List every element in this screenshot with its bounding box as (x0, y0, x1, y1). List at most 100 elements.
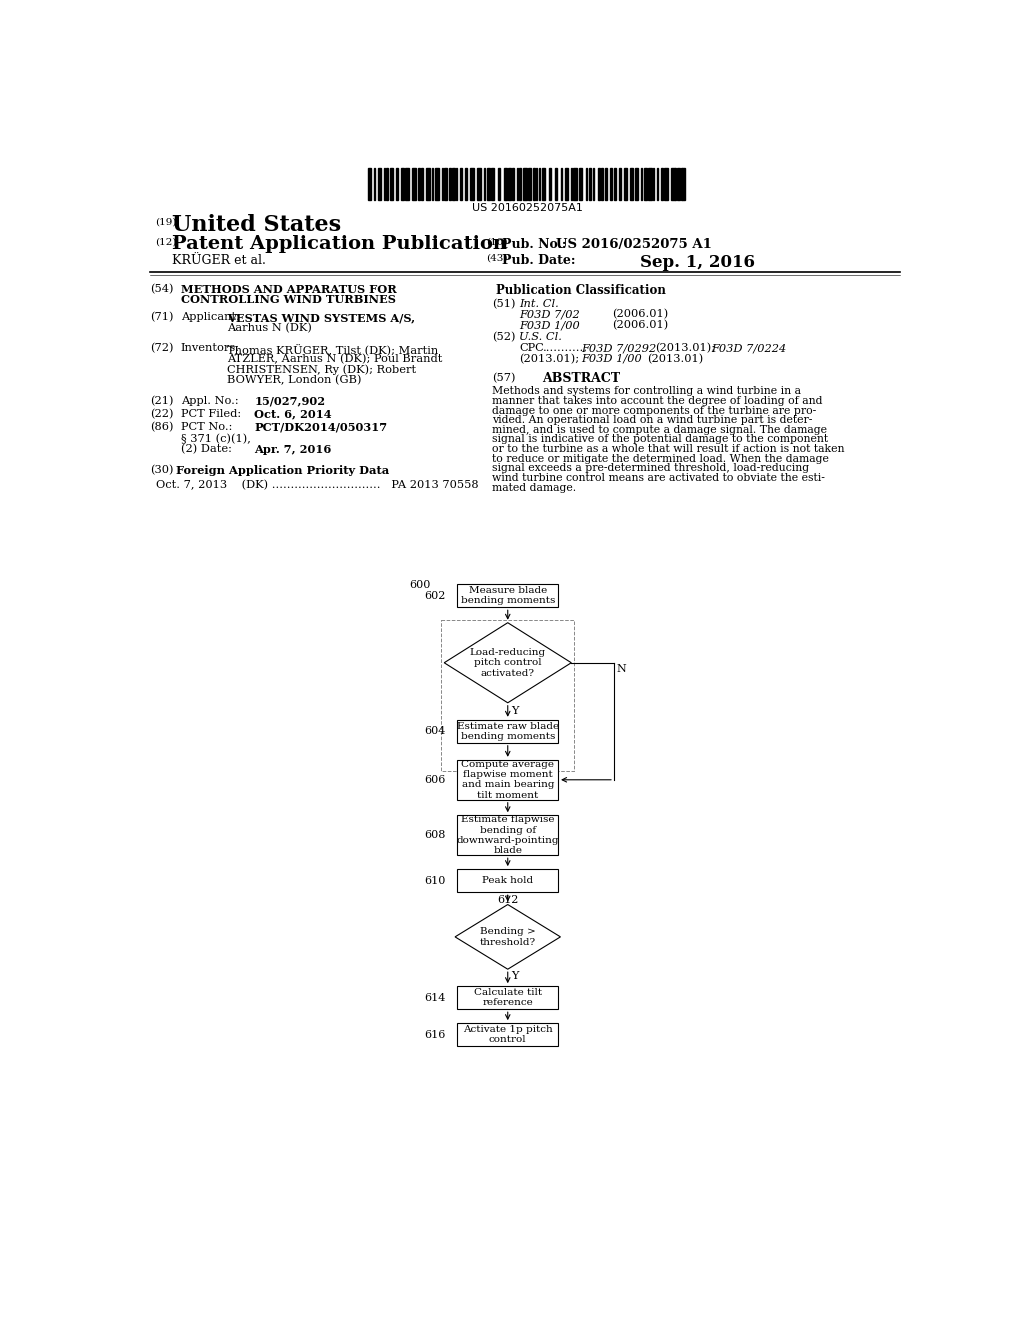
Bar (624, 168, 627, 199)
Text: Methods and systems for controlling a wind turbine in a: Methods and systems for controlling a wi… (493, 387, 801, 396)
Bar (610, 168, 612, 199)
Bar (400, 168, 404, 199)
Bar (664, 168, 668, 199)
FancyBboxPatch shape (458, 719, 558, 743)
Bar (527, 168, 531, 199)
FancyBboxPatch shape (458, 1023, 558, 1047)
Text: VESTAS WIND SYSTEMS A/S,: VESTAS WIND SYSTEMS A/S, (227, 313, 416, 323)
Text: (10): (10) (486, 238, 508, 247)
Bar (589, 168, 591, 199)
Text: Aarhus N (DK): Aarhus N (DK) (227, 323, 312, 333)
Text: F03D 1/00: F03D 1/00 (582, 354, 642, 364)
Text: damage to one or more components of the turbine are pro-: damage to one or more components of the … (493, 405, 816, 416)
Bar (586, 168, 588, 199)
Text: Estimate flapwise
bending of
downward-pointing
blade: Estimate flapwise bending of downward-po… (457, 816, 559, 855)
Text: (72): (72) (150, 343, 173, 354)
Text: 600: 600 (410, 581, 431, 590)
Bar (390, 168, 393, 199)
Bar (369, 168, 371, 199)
Text: (12): (12) (155, 238, 176, 247)
Text: 15/027,902: 15/027,902 (254, 396, 326, 407)
Bar (549, 168, 551, 199)
Text: Publication Classification: Publication Classification (497, 284, 667, 297)
Bar (598, 168, 600, 199)
Text: (54): (54) (150, 284, 173, 294)
Bar (677, 168, 680, 199)
Text: 604: 604 (424, 726, 445, 737)
Text: Thomas KRÜGER, Tilst (DK); Martin: Thomas KRÜGER, Tilst (DK); Martin (227, 343, 438, 355)
FancyBboxPatch shape (458, 585, 558, 607)
Text: (22): (22) (150, 409, 173, 418)
Text: (71): (71) (150, 313, 173, 322)
Text: ABSTRACT: ABSTRACT (543, 372, 621, 385)
Text: (19): (19) (155, 218, 176, 227)
Text: CPC: CPC (519, 343, 544, 354)
Text: Sep. 1, 2016: Sep. 1, 2016 (640, 253, 755, 271)
Text: (2013.01);: (2013.01); (655, 343, 715, 354)
Text: Bending >
threshold?: Bending > threshold? (479, 927, 536, 946)
Text: Pub. No.:: Pub. No.: (503, 238, 567, 251)
Bar (555, 168, 557, 199)
Text: ATZLER, Aarhus N (DK); Poul Brandt: ATZLER, Aarhus N (DK); Poul Brandt (227, 354, 442, 364)
Text: F03D 1/00: F03D 1/00 (519, 321, 581, 330)
Text: Patent Application Publication: Patent Application Publication (172, 235, 507, 253)
Text: METHODS AND APPARATUS FOR: METHODS AND APPARATUS FOR (180, 284, 396, 294)
Text: Compute average
flapwise moment
and main bearing
tilt moment: Compute average flapwise moment and main… (461, 760, 554, 800)
Text: (43): (43) (486, 253, 508, 263)
Text: (2006.01): (2006.01) (612, 309, 669, 319)
Bar (512, 168, 514, 199)
Bar (570, 168, 572, 199)
Bar (630, 168, 633, 199)
FancyBboxPatch shape (458, 869, 558, 892)
FancyBboxPatch shape (458, 816, 558, 855)
Text: Activate 1p pitch
control: Activate 1p pitch control (463, 1024, 553, 1044)
Bar (470, 168, 474, 199)
Bar (519, 168, 521, 199)
Text: wind turbine control means are activated to obviate the esti-: wind turbine control means are activated… (493, 473, 825, 483)
Text: Int. Cl.: Int. Cl. (519, 298, 559, 309)
Text: 602: 602 (424, 591, 445, 601)
Text: (86): (86) (150, 422, 173, 432)
Bar (508, 168, 511, 199)
Text: ............: ............ (543, 343, 588, 354)
Bar (644, 168, 647, 199)
Bar (421, 168, 423, 199)
Bar (662, 168, 664, 199)
Bar (450, 168, 451, 199)
Text: Apr. 7, 2016: Apr. 7, 2016 (254, 444, 332, 455)
Text: Oct. 6, 2014: Oct. 6, 2014 (254, 409, 332, 420)
Bar (426, 168, 430, 199)
Text: F03D 7/0292: F03D 7/0292 (582, 343, 656, 354)
Text: to reduce or mitigate the determined load. When the damage: to reduce or mitigate the determined loa… (493, 454, 829, 463)
FancyBboxPatch shape (458, 760, 558, 800)
Text: Inventors:: Inventors: (180, 343, 240, 354)
Text: (2013.01);: (2013.01); (519, 354, 580, 364)
Text: PCT No.:: PCT No.: (180, 422, 232, 432)
Text: F03D 7/0224: F03D 7/0224 (712, 343, 786, 354)
Text: KRÜGER et al.: KRÜGER et al. (172, 253, 266, 267)
Text: PCT/DK2014/050317: PCT/DK2014/050317 (254, 422, 387, 433)
Bar (432, 168, 433, 199)
Text: 610: 610 (424, 875, 445, 886)
Bar (492, 168, 495, 199)
Bar (483, 168, 485, 199)
Polygon shape (455, 904, 560, 969)
Text: US 20160252075A1: US 20160252075A1 (472, 203, 583, 213)
Bar (565, 168, 568, 199)
Text: vided. An operational load on a wind turbine part is deter-: vided. An operational load on a wind tur… (493, 416, 813, 425)
Text: U.S. Cl.: U.S. Cl. (519, 333, 562, 342)
Bar (613, 168, 615, 199)
Text: manner that takes into account the degree of loading of and: manner that takes into account the degre… (493, 396, 822, 407)
Text: Measure blade
bending moments: Measure blade bending moments (461, 586, 555, 606)
Text: F03D 7/02: F03D 7/02 (519, 309, 581, 319)
Bar (465, 168, 467, 199)
Text: mined, and is used to compute a damage signal. The damage: mined, and is used to compute a damage s… (493, 425, 827, 434)
Bar (620, 168, 621, 199)
Text: Peak hold: Peak hold (482, 876, 534, 886)
Bar (523, 168, 526, 199)
Text: BOWYER, London (GB): BOWYER, London (GB) (227, 375, 361, 384)
Text: or to the turbine as a whole that will result if action is not taken: or to the turbine as a whole that will r… (493, 444, 845, 454)
Bar (386, 168, 388, 199)
Text: Calculate tilt
reference: Calculate tilt reference (474, 987, 542, 1007)
Bar (460, 168, 463, 199)
